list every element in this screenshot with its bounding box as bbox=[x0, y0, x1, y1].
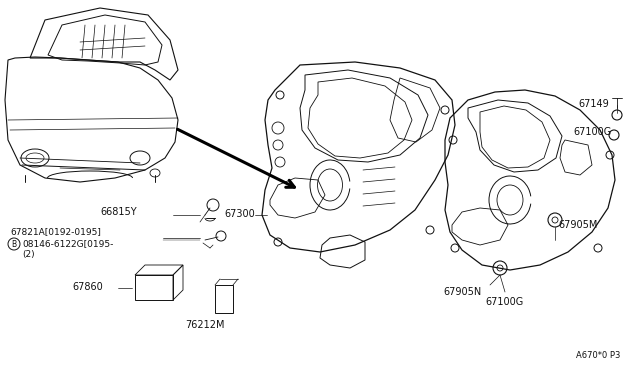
Text: 67100G: 67100G bbox=[573, 127, 611, 137]
Text: B: B bbox=[12, 240, 17, 248]
Text: 67860: 67860 bbox=[72, 282, 103, 292]
Text: (2): (2) bbox=[22, 250, 35, 259]
Text: 67149: 67149 bbox=[578, 99, 609, 109]
Text: 67905N: 67905N bbox=[443, 287, 481, 297]
Text: 67300: 67300 bbox=[224, 209, 255, 219]
Text: 67100G: 67100G bbox=[485, 297, 524, 307]
Text: 76212M: 76212M bbox=[185, 320, 225, 330]
Text: 67821A[0192-0195]: 67821A[0192-0195] bbox=[10, 228, 101, 237]
Text: 08146-6122G[0195-: 08146-6122G[0195- bbox=[22, 240, 113, 248]
Text: 67905M: 67905M bbox=[558, 220, 597, 230]
Text: A670*0 P3: A670*0 P3 bbox=[575, 351, 620, 360]
Text: 66815Y: 66815Y bbox=[100, 207, 136, 217]
